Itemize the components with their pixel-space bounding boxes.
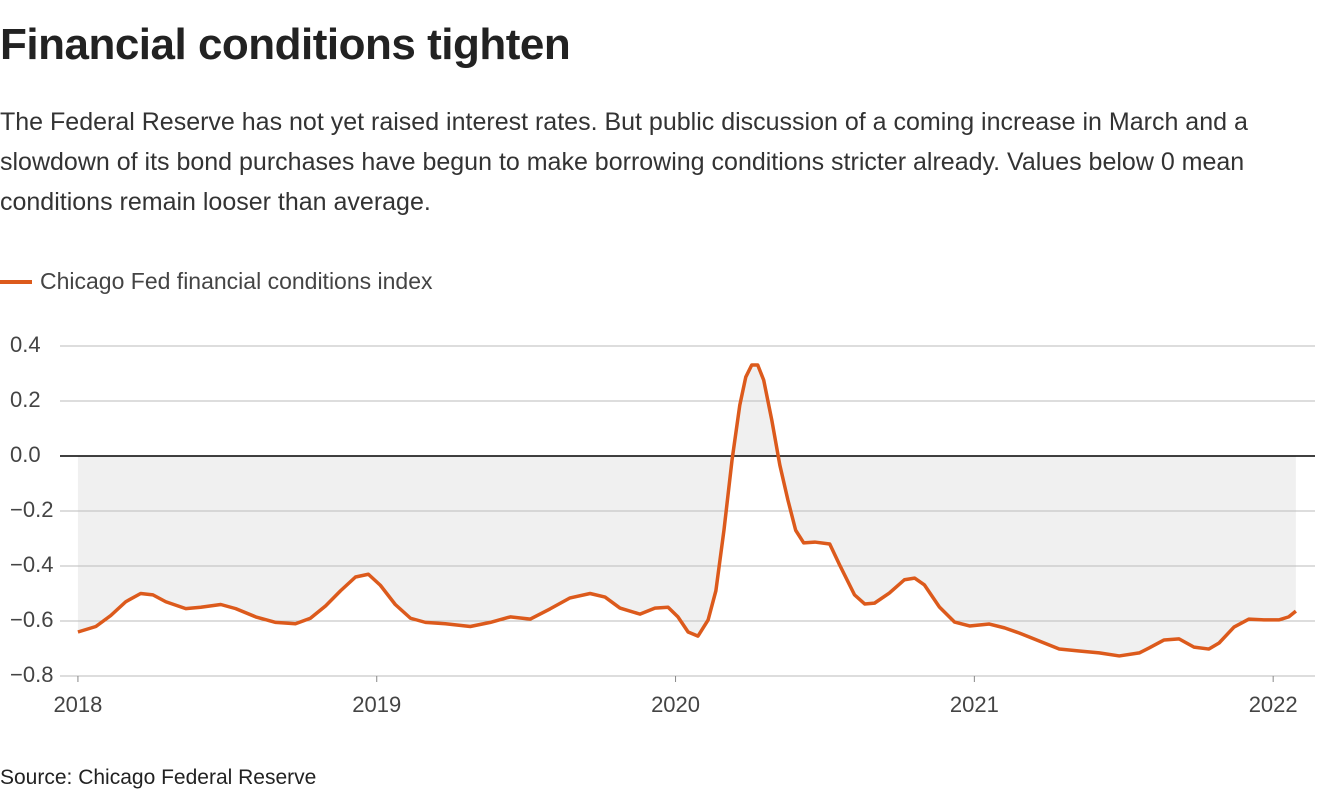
x-tick-label: 2021: [950, 692, 999, 717]
source: Source: Chicago Federal Reserve: [0, 766, 317, 789]
y-tick-label: −0.2: [10, 497, 53, 522]
x-tick-label: 2019: [352, 692, 401, 717]
x-tick-label: 2022: [1249, 692, 1298, 717]
chart-subtitle: The Federal Reserve has not yet raised i…: [0, 108, 1248, 216]
chart-title: Financial conditions tighten: [0, 20, 571, 69]
line: [77, 363, 1297, 658]
y-tick-label: −0.6: [10, 607, 53, 632]
legend-swatch: [0, 279, 32, 284]
legend: Chicago Fed financial conditions index: [0, 268, 433, 295]
y-tick-label: 0.2: [10, 387, 41, 412]
legend-label: Chicago Fed financial conditions index: [40, 268, 433, 294]
x-tick-label: 2020: [651, 692, 700, 717]
y-tick-label: 0.0: [10, 442, 41, 467]
area: [77, 364, 1296, 656]
x-tick-label: 2018: [53, 692, 102, 717]
y-tick-label: 0.4: [10, 332, 41, 357]
y-tick-label: −0.4: [10, 552, 53, 577]
y-tick-label: −0.8: [10, 662, 53, 687]
